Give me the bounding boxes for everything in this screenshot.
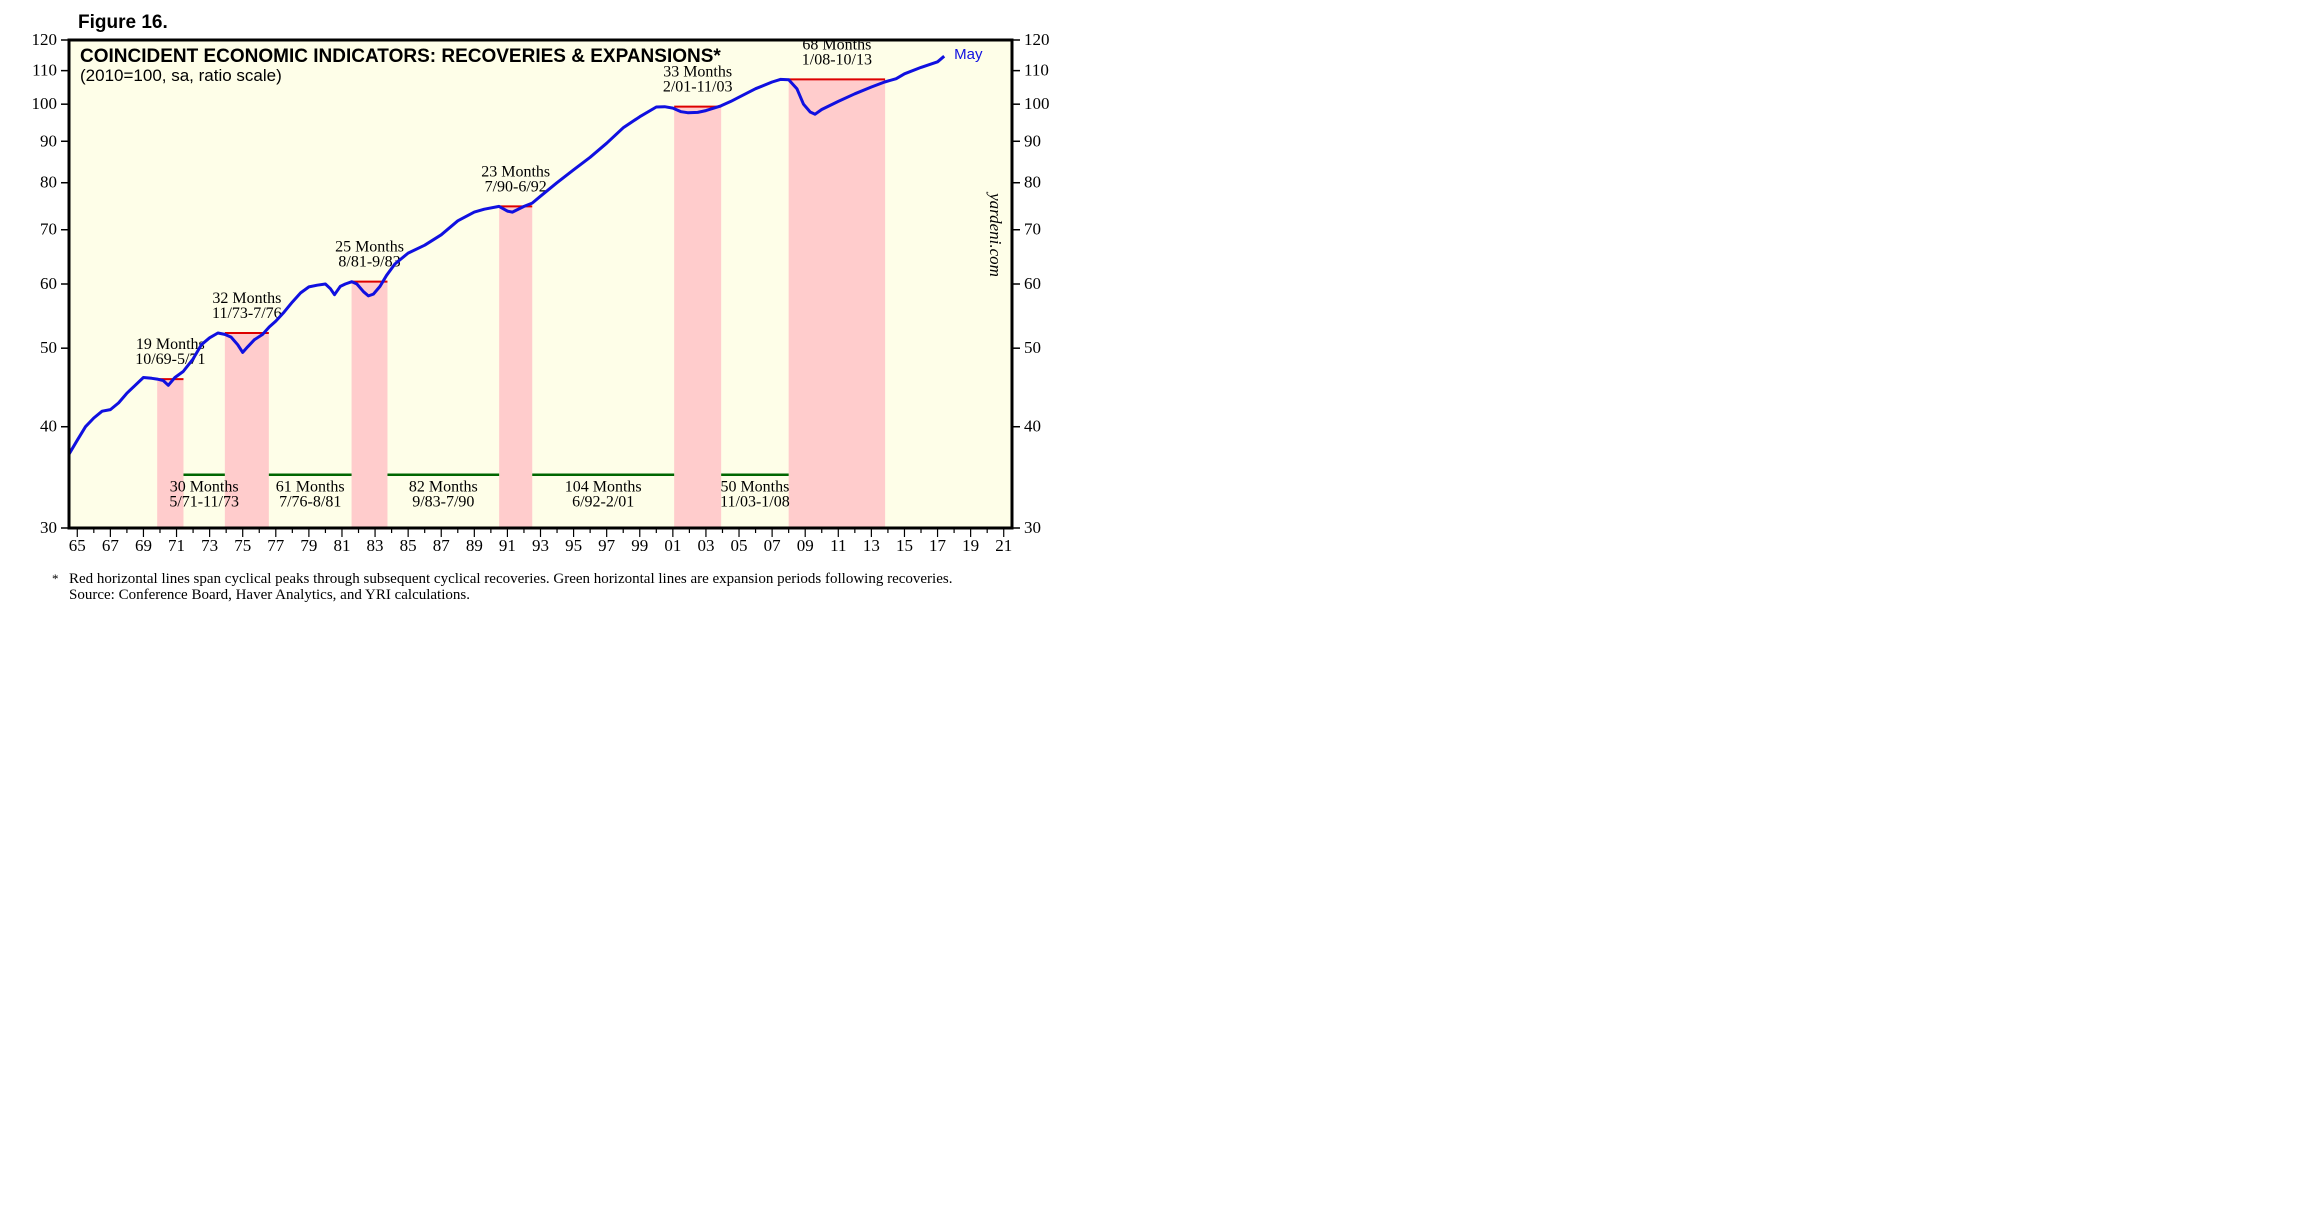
recovery-label-dates: 8/81-9/83 xyxy=(338,254,400,271)
y-tick-label-right: 120 xyxy=(1024,30,1050,49)
x-tick-label: 11 xyxy=(830,536,846,555)
x-tick-label: 89 xyxy=(466,536,483,555)
coincident-index-line xyxy=(67,55,946,455)
footnote-line-2: Source: Conference Board, Haver Analytic… xyxy=(69,587,470,603)
y-tick-label-right: 90 xyxy=(1024,131,1041,150)
recovery-label-duration: 33 Months xyxy=(663,64,732,81)
expansion-label-dates: 9/83-7/90 xyxy=(412,494,474,511)
figure-label: Figure 16. xyxy=(78,12,168,33)
x-tick-label: 69 xyxy=(135,536,152,555)
y-tick-label-left: 60 xyxy=(40,274,57,293)
y-tick-label-right: 110 xyxy=(1024,61,1049,80)
x-tick-label: 21 xyxy=(995,536,1012,555)
recovery-band xyxy=(788,79,886,528)
x-tick-label: 95 xyxy=(565,536,582,555)
x-tick-label: 67 xyxy=(102,536,120,555)
x-tick-label: 09 xyxy=(797,536,814,555)
recovery-label-duration: 25 Months xyxy=(335,239,404,256)
recovery-label-dates: 2/01-11/03 xyxy=(663,79,733,96)
x-tick-label: 65 xyxy=(69,536,86,555)
y-tick-label-left: 110 xyxy=(32,61,57,80)
x-tick-label: 75 xyxy=(234,536,251,555)
footnote-marker: * xyxy=(52,571,59,586)
expansion-label-duration: 104 Months xyxy=(565,479,642,496)
x-tick-label: 19 xyxy=(962,536,979,555)
series-end-label: May xyxy=(954,46,983,63)
x-tick-label: 15 xyxy=(896,536,913,555)
x-tick-label: 13 xyxy=(863,536,880,555)
recovery-band xyxy=(674,106,722,528)
recovery-band xyxy=(351,281,388,528)
x-tick-label: 03 xyxy=(697,536,714,555)
x-tick-label: 01 xyxy=(664,536,681,555)
expansion-label-dates: 5/71-11/73 xyxy=(169,494,239,511)
recovery-band xyxy=(157,379,184,528)
x-tick-label: 91 xyxy=(499,536,516,555)
y-tick-label-left: 80 xyxy=(40,173,57,192)
x-tick-label: 79 xyxy=(300,536,317,555)
expansion-label-dates: 7/76-8/81 xyxy=(279,494,341,511)
recovery-band xyxy=(499,206,533,528)
x-tick-label: 81 xyxy=(333,536,350,555)
y-tick-label-right: 70 xyxy=(1024,220,1041,239)
recovery-label-dates: 1/08-10/13 xyxy=(802,51,872,68)
y-tick-label-left: 120 xyxy=(32,30,58,49)
x-tick-label: 87 xyxy=(433,536,451,555)
recovery-label-duration: 23 Months xyxy=(481,163,550,180)
x-tick-label: 93 xyxy=(532,536,549,555)
x-tick-label: 97 xyxy=(598,536,616,555)
expansion-label-duration: 30 Months xyxy=(170,479,239,496)
expansion-label-dates: 6/92-2/01 xyxy=(572,494,634,511)
chart-title: COINCIDENT ECONOMIC INDICATORS: RECOVERI… xyxy=(80,46,721,67)
y-tick-label-right: 80 xyxy=(1024,173,1041,192)
expansion-label-duration: 50 Months xyxy=(720,479,789,496)
recovery-band xyxy=(224,333,269,528)
x-tick-label: 71 xyxy=(168,536,185,555)
series-lines: May xyxy=(67,46,983,455)
recovery-label-dates: 11/73-7/76 xyxy=(212,305,282,322)
y-tick-label-right: 30 xyxy=(1024,518,1041,537)
y-tick-label-right: 100 xyxy=(1024,94,1050,113)
x-tick-label: 85 xyxy=(400,536,417,555)
x-tick-label: 99 xyxy=(631,536,648,555)
y-tick-label-left: 30 xyxy=(40,518,57,537)
y-tick-label-right: 40 xyxy=(1024,417,1041,436)
recovery-label-duration: 32 Months xyxy=(212,290,281,307)
chart-subtitle: (2010=100, sa, ratio scale) xyxy=(80,66,282,85)
recovery-label-dates: 7/90-6/92 xyxy=(485,178,547,195)
y-tick-label-left: 40 xyxy=(40,417,57,436)
watermark-text: yardeni.com xyxy=(986,191,1005,277)
expansion-label-duration: 61 Months xyxy=(276,479,345,496)
y-tick-label-left: 90 xyxy=(40,131,57,150)
y-tick-label-right: 60 xyxy=(1024,274,1041,293)
y-tick-label-left: 50 xyxy=(40,338,57,357)
x-tick-label: 83 xyxy=(367,536,384,555)
x-tick-label: 17 xyxy=(929,536,947,555)
expansion-label-dates: 11/03-1/08 xyxy=(720,494,790,511)
y-tick-label-left: 100 xyxy=(32,94,58,113)
x-tick-label: 73 xyxy=(201,536,218,555)
x-tick-label: 05 xyxy=(731,536,748,555)
recovery-label-duration: 19 Months xyxy=(136,336,205,353)
y-tick-label-left: 70 xyxy=(40,220,57,239)
expansion-label-duration: 82 Months xyxy=(409,479,478,496)
footnote-line-1: Red horizontal lines span cyclical peaks… xyxy=(69,571,952,587)
x-tick-label: 07 xyxy=(764,536,782,555)
y-tick-label-right: 50 xyxy=(1024,338,1041,357)
x-tick-label: 77 xyxy=(267,536,285,555)
